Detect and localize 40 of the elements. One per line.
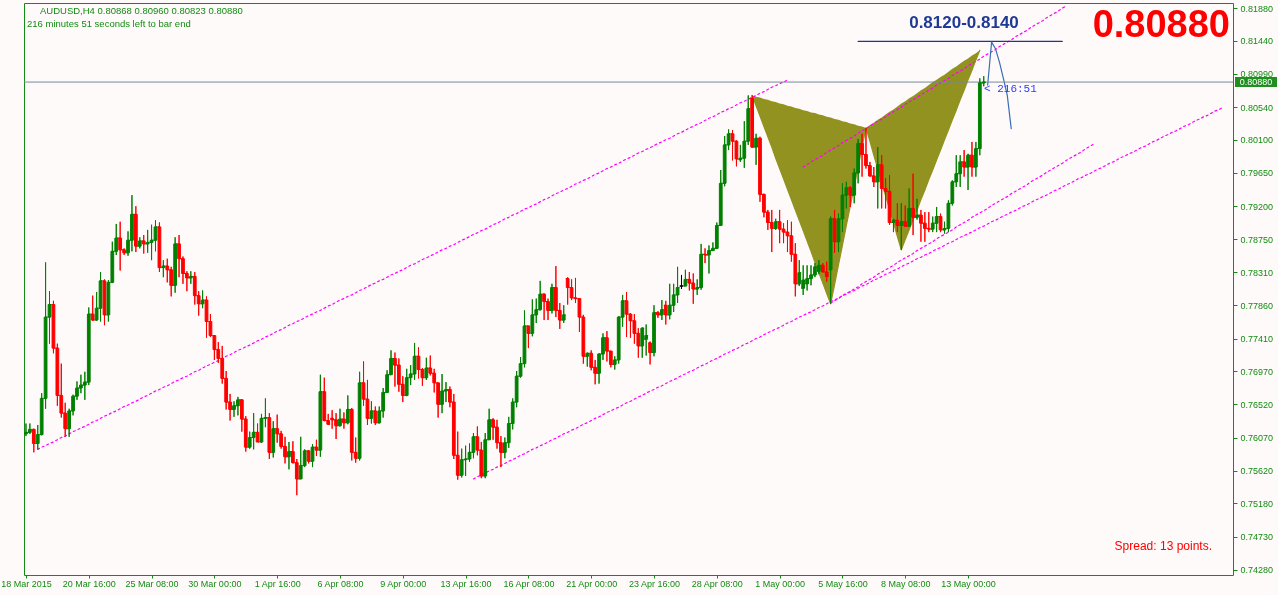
y-tick-label: 0.77860 <box>1240 300 1274 311</box>
x-tick-label: 1 Apr 16:00 <box>254 578 301 589</box>
x-tick-label: 25 Mar 08:00 <box>125 578 179 589</box>
x-tick-label: 28 Apr 08:00 <box>691 578 743 589</box>
y-tick-label: 0.75620 <box>1240 466 1274 477</box>
x-tick-label: 20 Mar 16:00 <box>62 578 116 589</box>
y-tick-label: 0.76070 <box>1240 433 1274 444</box>
y-tick-label: 0.81880 <box>1240 3 1274 14</box>
x-tick-label: 13 May 00:00 <box>941 578 996 589</box>
y-tick-label: 0.80990 <box>1240 69 1274 80</box>
x-tick-label: 9 Apr 00:00 <box>380 578 427 589</box>
annotation: 0.80880 <box>1092 3 1230 45</box>
x-tick-label: 13 Apr 16:00 <box>440 578 492 589</box>
x-tick-label: 6 Apr 08:00 <box>317 578 364 589</box>
y-tick-label: 0.77410 <box>1240 334 1274 345</box>
y-tick-label: 0.78750 <box>1240 234 1274 245</box>
y-tick-label: 0.79650 <box>1240 168 1274 179</box>
y-tick-label: 0.78310 <box>1240 267 1274 278</box>
x-tick-label: 21 Apr 00:00 <box>566 578 618 589</box>
y-tick-label: 0.76970 <box>1240 366 1274 377</box>
y-tick-label: 0.76520 <box>1240 399 1274 410</box>
annotation: 0.8120-0.8140 <box>909 13 1019 32</box>
x-tick-label: 30 Mar 00:00 <box>188 578 242 589</box>
y-tick-label: 0.74280 <box>1240 565 1274 576</box>
x-tick-label: 23 Apr 16:00 <box>628 578 681 589</box>
ref-line-label: 0.80880 <box>1239 77 1273 88</box>
x-tick-label: 1 May 00:00 <box>755 578 805 589</box>
y-tick-label: 0.79200 <box>1240 201 1274 212</box>
chart-title: AUDUSD,H4 0.80868 0.80960 0.80823 0.80880 <box>40 5 243 16</box>
x-tick-label: 8 May 08:00 <box>880 578 931 589</box>
x-tick-label: 16 Apr 08:00 <box>503 578 555 589</box>
annotation: Spread: 13 points. <box>1114 539 1212 553</box>
text: 216 minutes 51 seconds left to bar end <box>27 18 191 29</box>
x-tick-label: 5 May 16:00 <box>818 578 868 589</box>
y-tick-label: 0.75180 <box>1240 498 1274 509</box>
y-tick-label: 0.81440 <box>1240 36 1274 47</box>
y-tick-label: 0.74730 <box>1240 532 1274 543</box>
y-tick-label: 0.80100 <box>1240 135 1274 146</box>
x-tick-label: 18 Mar 2015 <box>1 578 52 589</box>
y-tick-label: 0.80540 <box>1240 102 1274 113</box>
